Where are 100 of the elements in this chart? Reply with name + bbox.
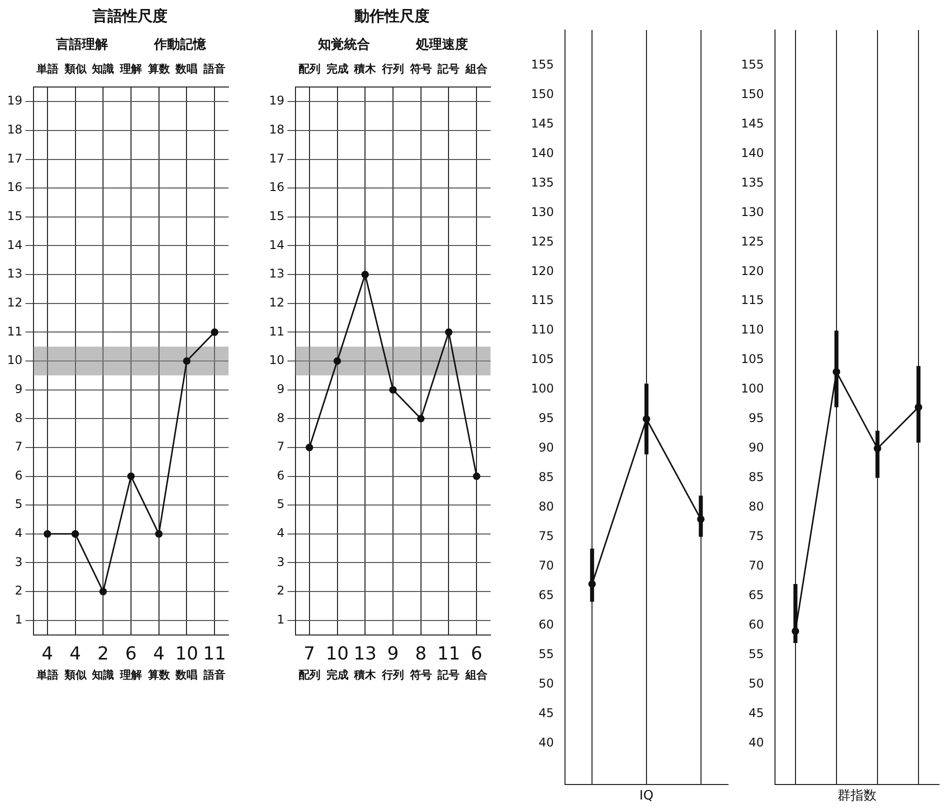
y-tick-label: 15 — [7, 209, 22, 224]
category-label: 単語 — [36, 668, 58, 682]
y-tick-label: 17 — [7, 151, 22, 166]
y-tick-label: 70 — [748, 558, 764, 572]
y-tick-label: 95 — [538, 411, 554, 426]
data-label: 9 — [387, 643, 399, 664]
y-tick-label: 5 — [14, 497, 22, 512]
category-label: 組合 — [466, 668, 488, 682]
y-tick-label: 130 — [531, 204, 554, 219]
x-axis-title: IQ — [639, 788, 654, 804]
y-tick-label: 125 — [741, 234, 764, 248]
text: 言語理解 — [55, 36, 108, 53]
category-label: 記号 — [438, 668, 460, 682]
category-label: 配列 — [298, 668, 320, 682]
y-tick-label: 155 — [531, 57, 554, 72]
y-tick-label: 8 — [14, 410, 22, 425]
y-tick-label: 8 — [276, 410, 284, 425]
y-tick-label: 2 — [276, 584, 284, 598]
y-tick-label: 90 — [538, 440, 554, 455]
y-tick-label: 13 — [269, 266, 284, 281]
y-tick-label: 145 — [531, 116, 554, 130]
y-tick-label: 110 — [531, 322, 554, 337]
data-label: 13 — [354, 643, 377, 664]
y-tick-label: 140 — [531, 146, 554, 160]
y-tick-label: 3 — [14, 554, 22, 569]
x-tick-label: 符号 — [408, 62, 432, 76]
y-tick-label: 90 — [748, 440, 764, 455]
y-tick-label: 2 — [14, 584, 22, 598]
y-tick-label: 6 — [276, 468, 284, 482]
chart-title: 言語性尺度 — [92, 6, 168, 25]
y-tick-label: 45 — [748, 706, 764, 720]
y-tick-label: 110 — [741, 322, 764, 337]
x-axis-title: 群指数 — [837, 788, 876, 804]
y-tick-label: 105 — [531, 352, 554, 366]
category-label: 完成 — [326, 668, 348, 682]
category-label: 類似 — [64, 668, 86, 682]
y-tick-label: 115 — [741, 293, 764, 308]
x-tick-label: 記号 — [436, 62, 460, 76]
y-tick-label: 105 — [741, 352, 764, 366]
y-tick-label: 115 — [531, 293, 554, 308]
y-tick-label: 14 — [7, 238, 22, 252]
category-label: 知識 — [92, 668, 114, 682]
x-tick-label: 組合 — [464, 62, 489, 76]
y-tick-label: 120 — [741, 264, 764, 278]
y-tick-label: 60 — [748, 617, 764, 632]
y-tick-label: 12 — [7, 295, 22, 310]
y-tick-label: 7 — [276, 440, 284, 454]
x-tick-label: 理解 — [119, 62, 142, 76]
y-tick-label: 150 — [531, 86, 554, 101]
y-tick-label: 55 — [538, 646, 554, 661]
x-tick-label: 数唱 — [174, 62, 198, 76]
y-tick-label: 13 — [7, 266, 22, 281]
x-tick-label: 行列 — [381, 62, 404, 76]
y-tick-label: 85 — [748, 470, 764, 484]
x-tick-label: 完成 — [326, 62, 348, 76]
data-label: 7 — [304, 643, 316, 664]
y-tick-label: 135 — [741, 175, 764, 190]
data-label: 2 — [97, 643, 109, 664]
y-tick-label: 12 — [269, 295, 284, 310]
category-label: 行列 — [382, 668, 404, 682]
y-tick-label: 135 — [531, 175, 554, 190]
text: 作動記憶 — [152, 36, 207, 53]
y-tick-label: 65 — [748, 588, 764, 602]
x-tick-label: 配列 — [298, 62, 320, 76]
data-label: 11 — [203, 643, 226, 664]
y-tick-label: 50 — [748, 676, 764, 690]
y-tick-label: 7 — [14, 440, 22, 454]
category-label: 理解 — [120, 668, 142, 682]
y-tick-label: 4 — [14, 526, 22, 540]
category-label: 語音 — [204, 668, 226, 682]
y-tick-label: 75 — [748, 528, 764, 543]
y-tick-label: 10 — [7, 353, 22, 368]
data-label: 4 — [42, 643, 54, 664]
data-label: 4 — [70, 643, 81, 664]
y-tick-label: 1 — [14, 612, 22, 627]
data-label: 10 — [175, 643, 198, 664]
y-tick-label: 1 — [276, 612, 284, 627]
y-tick-label: 80 — [538, 500, 554, 514]
category-label: 符号 — [410, 668, 432, 682]
x-tick-label: 積木 — [353, 62, 378, 76]
category-label: 積木 — [354, 668, 376, 682]
y-tick-label: 40 — [748, 735, 764, 750]
y-tick-label: 15 — [269, 209, 284, 224]
y-tick-label: 17 — [269, 151, 284, 166]
y-tick-label: 65 — [538, 588, 554, 602]
y-tick-label: 100 — [531, 382, 554, 396]
y-tick-label: 9 — [14, 382, 22, 396]
data-label: 4 — [153, 643, 165, 664]
category-label: 数唱 — [176, 668, 198, 682]
y-tick-label: 85 — [538, 470, 554, 484]
y-tick-label: 16 — [269, 180, 284, 194]
y-tick-label: 4 — [276, 526, 284, 540]
y-tick-label: 14 — [269, 238, 284, 252]
data-label: 11 — [437, 643, 460, 664]
x-tick-label: 単語 — [35, 62, 58, 76]
data-label: 6 — [125, 643, 137, 664]
y-tick-label: 130 — [741, 204, 764, 219]
x-tick-label: 類似 — [63, 62, 88, 76]
data-label: 10 — [326, 643, 349, 664]
x-tick-label: 知識 — [91, 62, 114, 76]
